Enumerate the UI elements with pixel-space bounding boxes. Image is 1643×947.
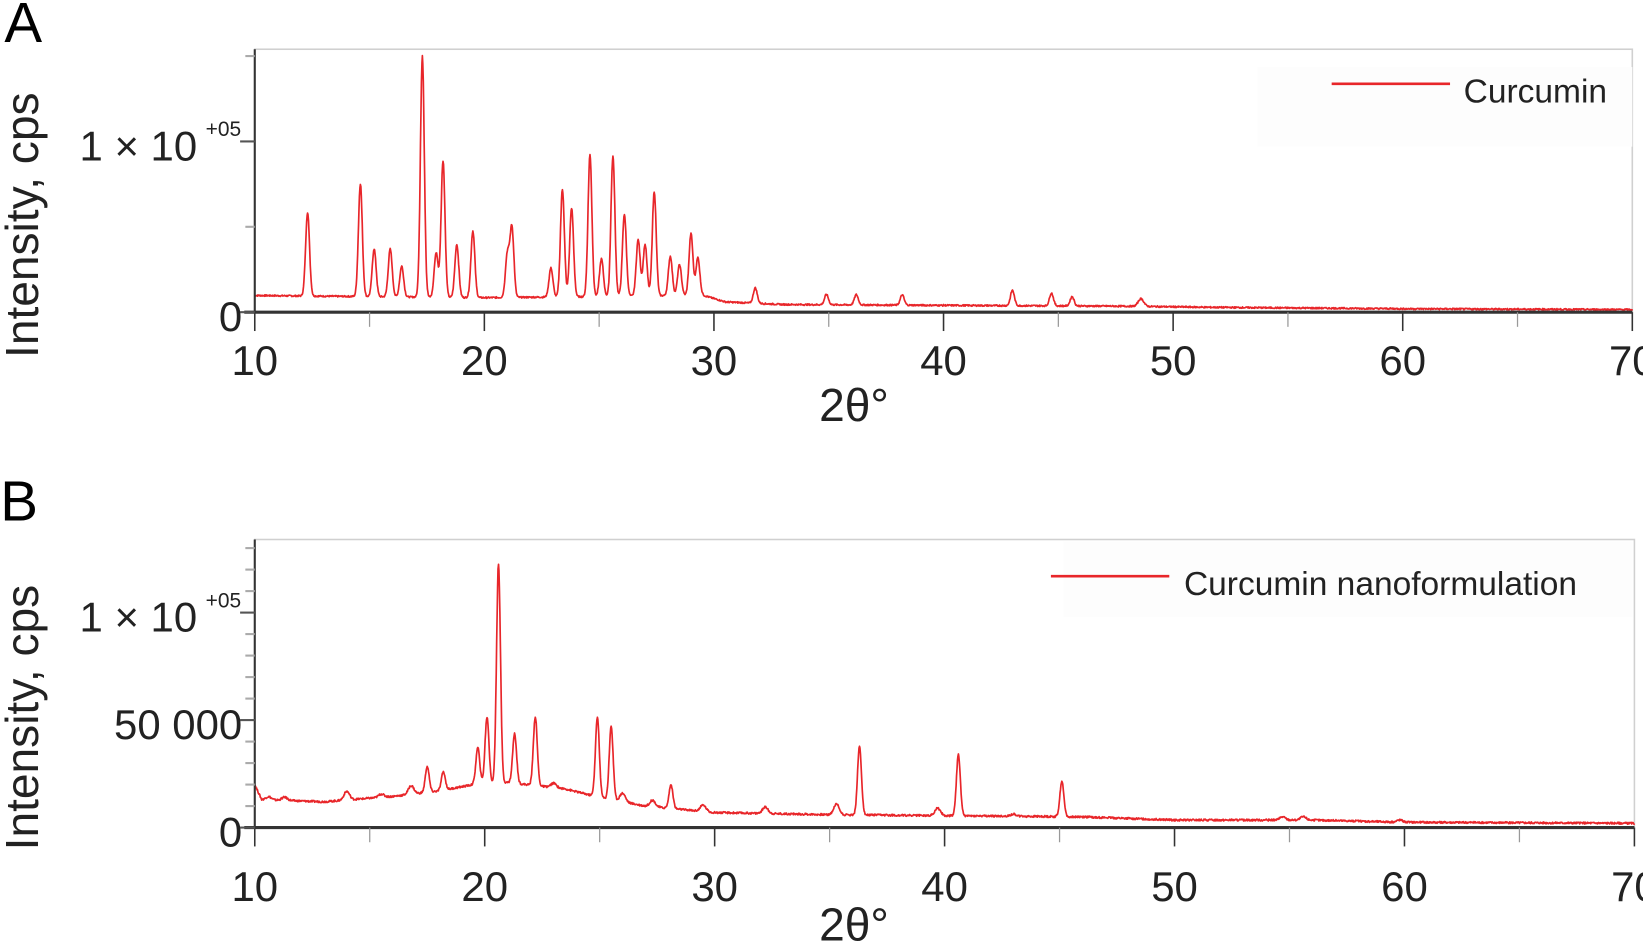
x-tick-label: 60 (1381, 863, 1428, 910)
legend-label: Curcumin nanoformulation (1184, 566, 1577, 603)
y-tick-label: 0 (219, 293, 242, 340)
y-tick-label: 1 × 10 (80, 122, 198, 169)
legend-box (1063, 541, 1633, 618)
y-tick-exponent: +05 (206, 589, 242, 612)
y-tick-exponent: +05 (206, 118, 242, 141)
x-tick-label: 50 (1151, 863, 1198, 910)
x-tick-label: 50 (1150, 337, 1197, 384)
panel-label: A (4, 0, 42, 54)
legend-label: Curcumin (1464, 74, 1607, 111)
x-tick-label: 40 (920, 337, 967, 384)
y-axis-title: Intensity, cps (0, 585, 48, 851)
x-tick-label: 70 (1611, 863, 1643, 910)
x-tick-label: 60 (1379, 337, 1426, 384)
data-series-line (254, 563, 1636, 826)
x-tick-label: 30 (691, 863, 738, 910)
x-axis-title: 2θ° (819, 899, 889, 947)
panel-b: B Curcumin nanoformulation 10 20 30 40 50 60 7 0… (0, 470, 1643, 947)
y-axis-title: Intensity, cps (0, 92, 48, 358)
x-tick-label: 10 (231, 863, 278, 910)
data-series-line (254, 54, 1634, 312)
y-tick-label: 1 × 10 (80, 593, 198, 640)
x-tick-label: 10 (231, 337, 278, 384)
x-tick-label: 20 (461, 337, 508, 384)
x-tick-label: 40 (921, 863, 968, 910)
x-tick-label: 30 (691, 337, 738, 384)
panel-a: A Curcumin 10 20 30 40 50 60 70 0 1 × 10 +05 2θ° Int… (0, 0, 1643, 431)
legend-box (1257, 67, 1633, 147)
y-tick-label: 0 (219, 808, 242, 855)
x-tick-label: 20 (461, 863, 508, 910)
x-tick-label: 70 (1609, 337, 1643, 384)
y-tick-label: 50 000 (114, 701, 242, 748)
panel-label: B (0, 470, 38, 533)
x-axis-title: 2θ° (819, 379, 889, 431)
